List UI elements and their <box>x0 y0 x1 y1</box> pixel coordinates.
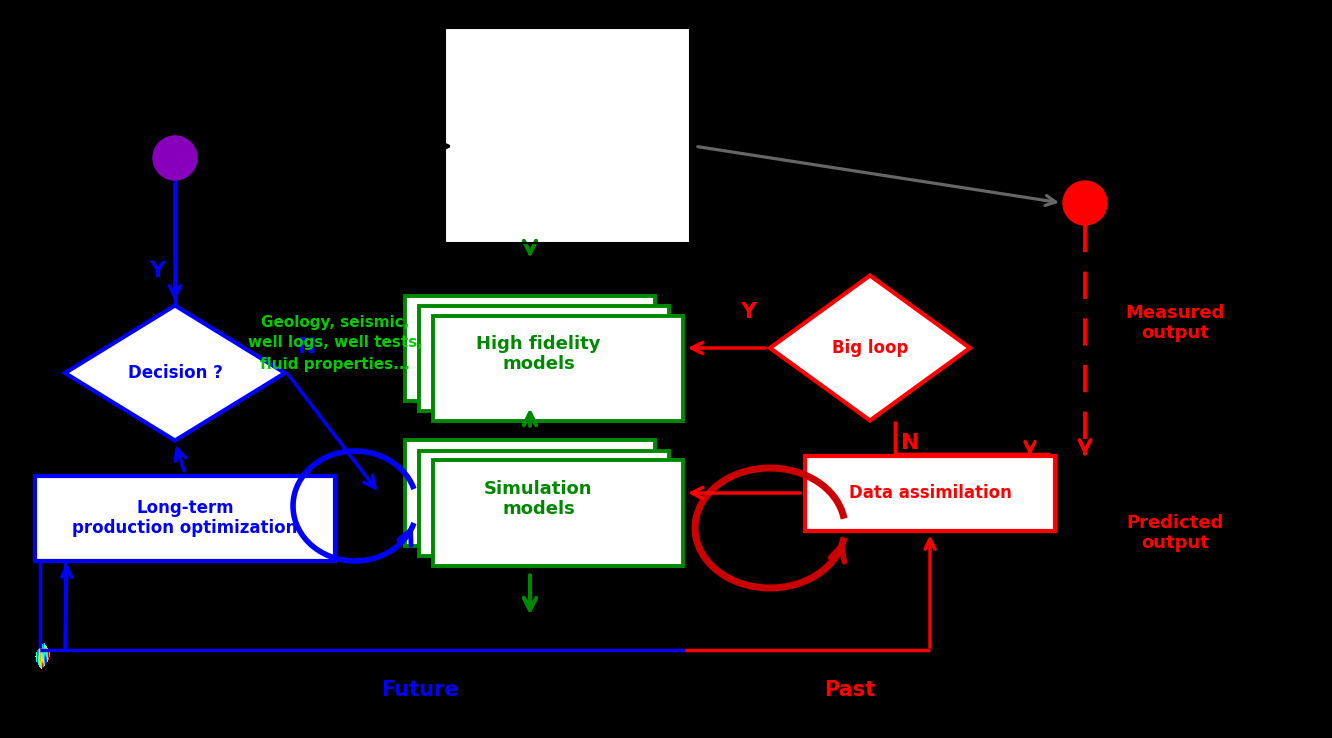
Text: Big loop: Big loop <box>831 339 908 357</box>
Polygon shape <box>445 28 690 243</box>
FancyBboxPatch shape <box>420 450 669 556</box>
FancyBboxPatch shape <box>405 295 655 401</box>
Text: Geology, seismic,
well logs, well tests,
fluid properties...: Geology, seismic, well logs, well tests,… <box>248 314 422 371</box>
Text: Simulation
models: Simulation models <box>484 480 593 518</box>
Text: Predicted
output: Predicted output <box>1127 514 1224 553</box>
FancyBboxPatch shape <box>405 441 655 545</box>
FancyBboxPatch shape <box>35 475 336 560</box>
Text: Future: Future <box>381 680 458 700</box>
Polygon shape <box>770 275 970 421</box>
FancyBboxPatch shape <box>805 455 1055 531</box>
FancyBboxPatch shape <box>433 461 683 565</box>
Text: Past: Past <box>825 680 875 700</box>
Polygon shape <box>65 306 285 441</box>
Text: Decision ?: Decision ? <box>128 364 222 382</box>
Circle shape <box>1063 181 1107 225</box>
Circle shape <box>153 136 197 180</box>
Text: High fidelity
models: High fidelity models <box>476 334 601 373</box>
Text: Data assimilation: Data assimilation <box>848 484 1011 502</box>
Text: Measured
output: Measured output <box>1126 303 1224 342</box>
Text: Long-term
production optimization: Long-term production optimization <box>72 499 297 537</box>
Text: Y: Y <box>741 302 757 322</box>
FancyBboxPatch shape <box>433 316 683 421</box>
Text: N: N <box>900 432 919 452</box>
FancyBboxPatch shape <box>445 28 690 243</box>
Text: N: N <box>298 337 316 357</box>
Text: Y: Y <box>149 261 165 281</box>
FancyBboxPatch shape <box>420 306 669 410</box>
